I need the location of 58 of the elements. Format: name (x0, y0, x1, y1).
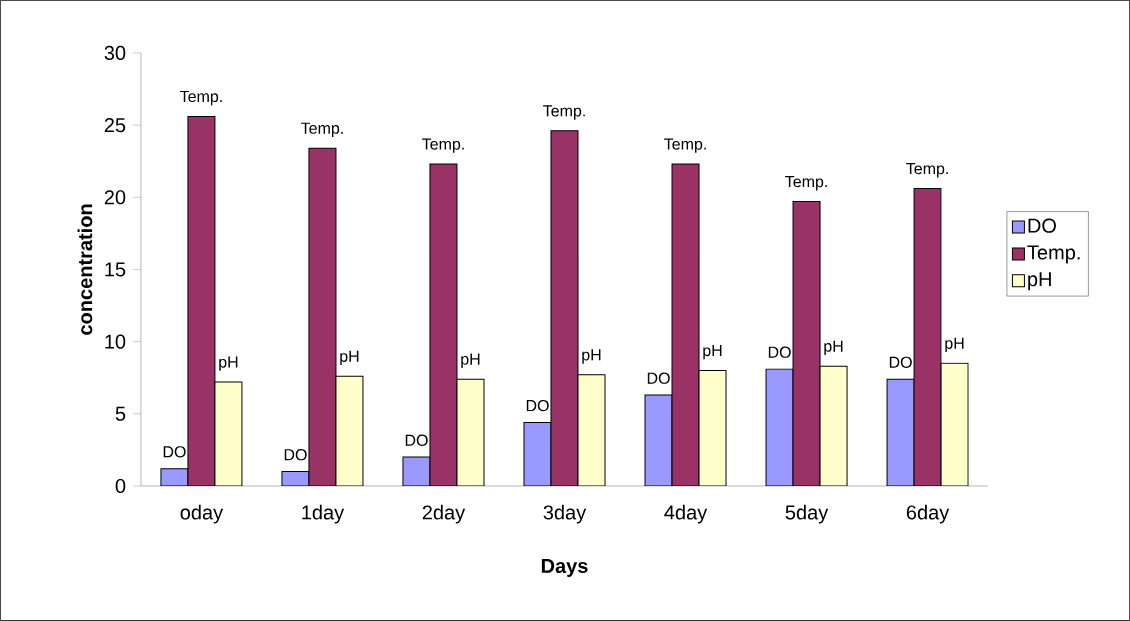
x-axis-title: Days (541, 559, 588, 577)
data-label: DO (526, 399, 549, 412)
bar (671, 163, 700, 487)
data-label: DO (284, 449, 307, 461)
data-label: pH (945, 337, 964, 353)
bar (550, 130, 579, 487)
x-tick-label: oday (180, 504, 224, 524)
legend-label: Temp. (1027, 245, 1080, 264)
bar (214, 381, 243, 487)
data-label: DO (163, 446, 186, 458)
data-label: pH (582, 349, 601, 364)
bar (644, 394, 673, 487)
data-label: Temp. (180, 90, 222, 106)
x-tick-label: 1day (302, 504, 345, 524)
bar (913, 188, 942, 487)
bar (886, 378, 915, 487)
bar (577, 374, 606, 487)
data-label: pH (340, 350, 359, 366)
bar (765, 368, 794, 487)
bar (940, 362, 969, 487)
data-label: pH (824, 340, 843, 356)
data-label: pH (219, 356, 238, 371)
data-label: DO (647, 372, 670, 384)
bar (429, 163, 458, 487)
bar (523, 422, 552, 487)
legend-label: pH (1028, 272, 1051, 291)
bar (698, 370, 727, 487)
y-tick-label: 5 (115, 406, 126, 421)
data-label: DO (889, 356, 912, 368)
x-tick-label: 2day (422, 504, 466, 524)
data-label: Temp. (422, 138, 464, 153)
data-label: Temp. (664, 138, 706, 153)
data-label: Temp. (785, 176, 827, 191)
y-tick-label: 20 (104, 190, 126, 205)
data-label: DO (405, 434, 428, 446)
x-tick-label: 6day (906, 504, 950, 524)
data-label: DO (768, 346, 791, 358)
y-tick-label: 10 (105, 334, 126, 349)
data-label: Temp. (906, 163, 948, 178)
x-tick-label: 5day (785, 504, 829, 524)
y-tick-label: 0 (115, 478, 126, 494)
y-tick-label: 15 (105, 262, 126, 277)
bar (819, 365, 848, 487)
data-label: pH (461, 353, 480, 369)
legend-label: DO (1028, 218, 1056, 233)
y-tick-label: 30 (104, 45, 126, 61)
data-label: Temp. (301, 122, 343, 138)
data-label: pH (703, 345, 722, 360)
bar (335, 375, 364, 487)
x-tick-label: 3day (543, 504, 587, 524)
bar (187, 115, 216, 487)
x-tick-label: 4day (664, 504, 708, 524)
y-tick-label: 25 (104, 118, 126, 133)
data-label: Temp. (543, 105, 585, 120)
bar (792, 201, 821, 487)
bar (308, 147, 337, 487)
y-axis-title: concentration (77, 204, 93, 335)
bar (456, 378, 485, 487)
